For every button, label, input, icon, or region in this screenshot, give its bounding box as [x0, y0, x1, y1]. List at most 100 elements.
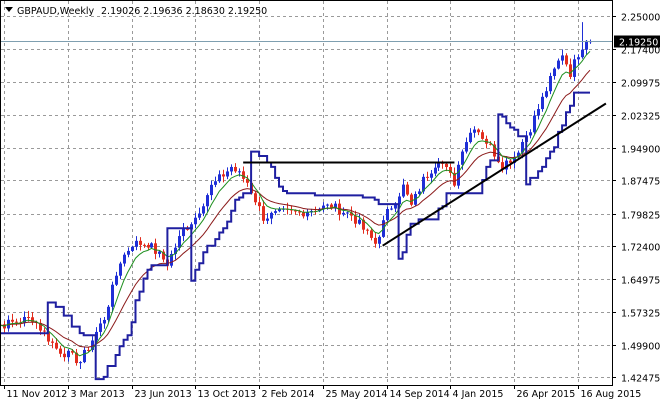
candle-body-up [131, 246, 134, 251]
candle-body-down [55, 342, 58, 349]
candle-body-down [258, 202, 261, 207]
candle-body-up [127, 250, 130, 255]
candle-body-up [202, 206, 205, 214]
candle-body-up [150, 243, 153, 248]
indicators [0, 41, 612, 381]
candle-body-up [270, 212, 273, 219]
candle-body-up [318, 208, 321, 212]
x-tick-label: 16 Aug 2015 [581, 389, 642, 400]
candle-body-up [561, 55, 564, 61]
candle-body-down [370, 230, 373, 238]
candle-body-up [103, 319, 106, 324]
candle-body-down [63, 353, 66, 358]
candle-body-up [505, 160, 508, 170]
candle-body-up [342, 212, 345, 215]
candle-body-up [178, 236, 181, 248]
candle-body-down [374, 237, 377, 244]
candle-body-up [238, 171, 241, 173]
candle-body-up [398, 196, 401, 205]
candle-body-up [119, 263, 122, 276]
candle-body-down [75, 352, 78, 364]
x-tick-label: 4 Jan 2015 [453, 389, 504, 400]
candle-body-up [135, 240, 138, 247]
dropdown-triangle-icon[interactable] [5, 7, 13, 12]
candle-body-up [517, 152, 520, 157]
plot-frame [0, 0, 613, 386]
candle-body-up [358, 219, 361, 224]
candle-body-up [278, 209, 281, 212]
x-tick-label: 25 May 2014 [326, 389, 388, 400]
candle-body-down [11, 319, 14, 322]
candle-body-up [386, 209, 389, 221]
candle-body-up [158, 251, 161, 254]
candle-body-up [394, 204, 397, 209]
candle-body-down [154, 243, 157, 254]
candle-body-up [182, 228, 185, 237]
candle-body-up [577, 57, 580, 60]
candle-body-down [453, 172, 456, 186]
current-price-label-bg [614, 35, 660, 48]
candle-body-down [222, 174, 225, 177]
candle-body-down [262, 206, 265, 221]
candle-body-down [362, 219, 365, 230]
candle-body-down [565, 55, 568, 65]
candle-body-down [59, 348, 62, 354]
x-tick-label: 14 Sep 2014 [390, 389, 450, 400]
candle-body-up [214, 181, 217, 185]
candle-body-down [294, 210, 297, 212]
y-tick-label: 2.09975 [621, 79, 660, 90]
fast-moving-average-line [0, 51, 591, 357]
y-tick-label: 2.25000 [621, 13, 660, 24]
candle-body-up [469, 132, 472, 143]
candle-body-down [242, 171, 245, 179]
candle-body-up [465, 142, 468, 152]
candle-body-up [274, 211, 277, 213]
y-tick-label: 1.79825 [621, 211, 660, 222]
trailing-stop-line [0, 91, 590, 381]
candle-body-down [406, 184, 409, 195]
candle-body-down [481, 132, 484, 139]
candle-body-up [107, 306, 110, 320]
candle-body-down [51, 341, 54, 343]
candle-body-up [418, 191, 421, 194]
candle-body-up [553, 68, 556, 77]
x-tick-label: 2 Feb 2014 [262, 389, 315, 400]
candle-body-down [501, 162, 504, 170]
y-tick-label: 1.49900 [621, 342, 660, 353]
y-tick-label: 2.02325 [621, 112, 660, 123]
candle-body-up [390, 208, 393, 210]
y-tick-label: 1.87475 [621, 177, 660, 188]
candle-body-down [186, 228, 189, 230]
candle-body-up [334, 203, 337, 209]
candle-body-down [489, 143, 492, 145]
candle-body-up [123, 254, 126, 264]
candle-body-up [422, 176, 425, 192]
candle-body-up [402, 184, 405, 197]
candle-body-up [174, 247, 177, 254]
candle-body-down [43, 330, 46, 332]
candle-body-up [266, 218, 269, 221]
candle-body-up [437, 162, 440, 168]
candle-body-up [218, 174, 221, 182]
candle-body-down [302, 212, 305, 217]
candle-body-up [378, 236, 381, 244]
y-tick-label: 2.17400 [621, 46, 660, 57]
chart-header: GBPAUD,Weekly 2.19026 2.19636 2.18630 2.… [5, 6, 267, 17]
x-tick-label: 13 Oct 2013 [198, 389, 257, 400]
candle-body-down [366, 229, 369, 231]
candle-body-up [533, 115, 536, 133]
candle-body-up [541, 96, 544, 110]
candle-body-up [557, 60, 560, 69]
candle-body-down [350, 212, 353, 216]
x-tick-label: 26 Apr 2015 [517, 389, 576, 400]
candle-body-down [477, 129, 480, 133]
candle-body-down [234, 166, 237, 172]
candle-body-up [346, 212, 349, 214]
candle-body-down [143, 244, 146, 246]
candle-body-up [210, 184, 213, 196]
candle-body-up [91, 340, 94, 350]
trendline [382, 102, 607, 247]
candle-body-up [198, 213, 201, 218]
